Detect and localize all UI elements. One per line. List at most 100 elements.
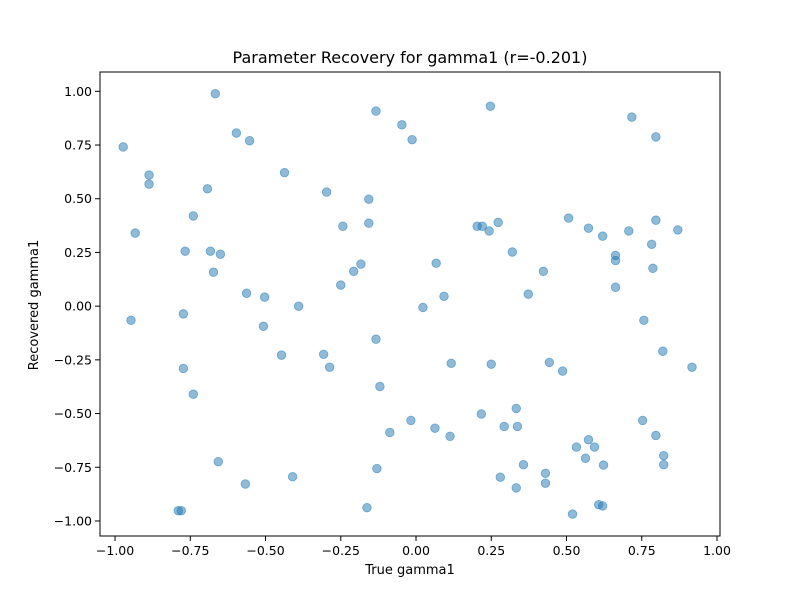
data-point bbox=[651, 430, 661, 441]
data-point bbox=[540, 468, 551, 478]
data-point bbox=[651, 132, 661, 142]
data-point bbox=[364, 218, 374, 228]
data-point bbox=[557, 366, 568, 376]
x-tick-label: 0.00 bbox=[402, 543, 430, 558]
x-tick-label: −0.50 bbox=[246, 543, 284, 558]
data-point bbox=[646, 239, 657, 249]
data-point bbox=[259, 292, 270, 302]
data-point bbox=[210, 88, 220, 99]
data-point bbox=[495, 472, 505, 482]
x-tick-label: −0.75 bbox=[171, 543, 209, 558]
data-point bbox=[338, 221, 348, 231]
x-tick-label: −1.00 bbox=[96, 543, 134, 558]
data-point bbox=[188, 211, 199, 221]
data-point bbox=[324, 362, 335, 372]
data-point bbox=[507, 247, 518, 257]
y-tick-label: −0.75 bbox=[54, 460, 92, 475]
data-point bbox=[445, 431, 455, 442]
data-point bbox=[610, 255, 621, 266]
data-point bbox=[431, 258, 441, 268]
data-points bbox=[118, 88, 697, 519]
data-point bbox=[372, 463, 382, 474]
data-point bbox=[321, 187, 332, 197]
data-point bbox=[144, 179, 154, 189]
data-point bbox=[484, 226, 494, 236]
ticks: −1.00 −0.75 −0.50 −0.25 0.00 0.25 0.50 0.75 1.00… bbox=[54, 84, 731, 558]
y-tick-label: −0.50 bbox=[54, 406, 92, 421]
data-point bbox=[178, 363, 189, 374]
data-point bbox=[651, 215, 661, 225]
data-point bbox=[639, 315, 649, 326]
data-point bbox=[659, 450, 669, 461]
data-point bbox=[476, 409, 487, 419]
y-tick-label: 1.00 bbox=[64, 84, 92, 99]
data-point bbox=[567, 509, 578, 519]
data-point bbox=[571, 442, 582, 452]
data-point bbox=[231, 128, 242, 138]
data-point bbox=[589, 442, 600, 452]
data-point bbox=[349, 266, 359, 277]
data-point bbox=[544, 357, 555, 368]
data-point bbox=[418, 302, 428, 313]
data-point bbox=[583, 223, 594, 233]
x-tick-label: 0.75 bbox=[628, 543, 656, 558]
data-point bbox=[276, 350, 287, 360]
data-point bbox=[430, 423, 440, 433]
data-point bbox=[486, 359, 496, 369]
data-point bbox=[241, 288, 252, 298]
data-point bbox=[293, 301, 304, 311]
data-point bbox=[279, 167, 290, 178]
data-point bbox=[658, 346, 668, 356]
x-axis-label: True gamma1 bbox=[364, 563, 455, 578]
data-point bbox=[511, 403, 521, 414]
data-point bbox=[446, 358, 456, 368]
data-point bbox=[287, 472, 298, 482]
data-point bbox=[624, 226, 634, 236]
data-point bbox=[687, 362, 697, 372]
data-point bbox=[213, 456, 223, 467]
y-tick-label: 0.75 bbox=[64, 138, 92, 153]
data-point bbox=[188, 389, 199, 399]
data-point bbox=[180, 246, 190, 256]
data-point bbox=[130, 228, 140, 238]
x-tick-label: 0.50 bbox=[553, 543, 581, 558]
axes bbox=[99, 71, 721, 537]
chart-title: Parameter Recovery for gamma1 (r=-0.201) bbox=[233, 48, 588, 67]
data-point bbox=[540, 478, 551, 488]
data-point bbox=[208, 267, 219, 277]
data-point bbox=[144, 170, 154, 180]
data-point bbox=[258, 321, 269, 332]
data-point bbox=[240, 479, 251, 489]
data-point bbox=[318, 349, 329, 359]
data-point bbox=[485, 101, 496, 111]
data-point bbox=[362, 502, 372, 513]
data-point bbox=[648, 263, 658, 274]
data-point bbox=[512, 421, 523, 432]
data-point bbox=[202, 184, 213, 194]
x-tick-label: 1.00 bbox=[703, 543, 731, 558]
data-point bbox=[597, 231, 608, 241]
data-point bbox=[563, 213, 574, 223]
data-point bbox=[407, 134, 417, 145]
data-point bbox=[673, 225, 683, 235]
data-point bbox=[580, 453, 591, 463]
y-tick-label: −0.25 bbox=[54, 352, 92, 367]
data-point bbox=[597, 501, 608, 511]
y-tick-label: 0.25 bbox=[64, 245, 92, 260]
data-point bbox=[493, 217, 503, 228]
data-point bbox=[397, 120, 407, 130]
data-point bbox=[375, 381, 385, 392]
data-point bbox=[583, 435, 594, 445]
data-point bbox=[477, 221, 487, 231]
x-tick-label: 0.25 bbox=[477, 543, 505, 558]
plot-frame bbox=[99, 71, 721, 537]
data-point bbox=[178, 309, 189, 319]
data-point bbox=[215, 249, 226, 259]
data-point bbox=[610, 282, 621, 292]
y-tick-label: −1.00 bbox=[54, 513, 92, 528]
y-tick-label: 0.50 bbox=[64, 191, 92, 206]
data-point bbox=[356, 259, 366, 269]
data-point bbox=[336, 280, 346, 290]
